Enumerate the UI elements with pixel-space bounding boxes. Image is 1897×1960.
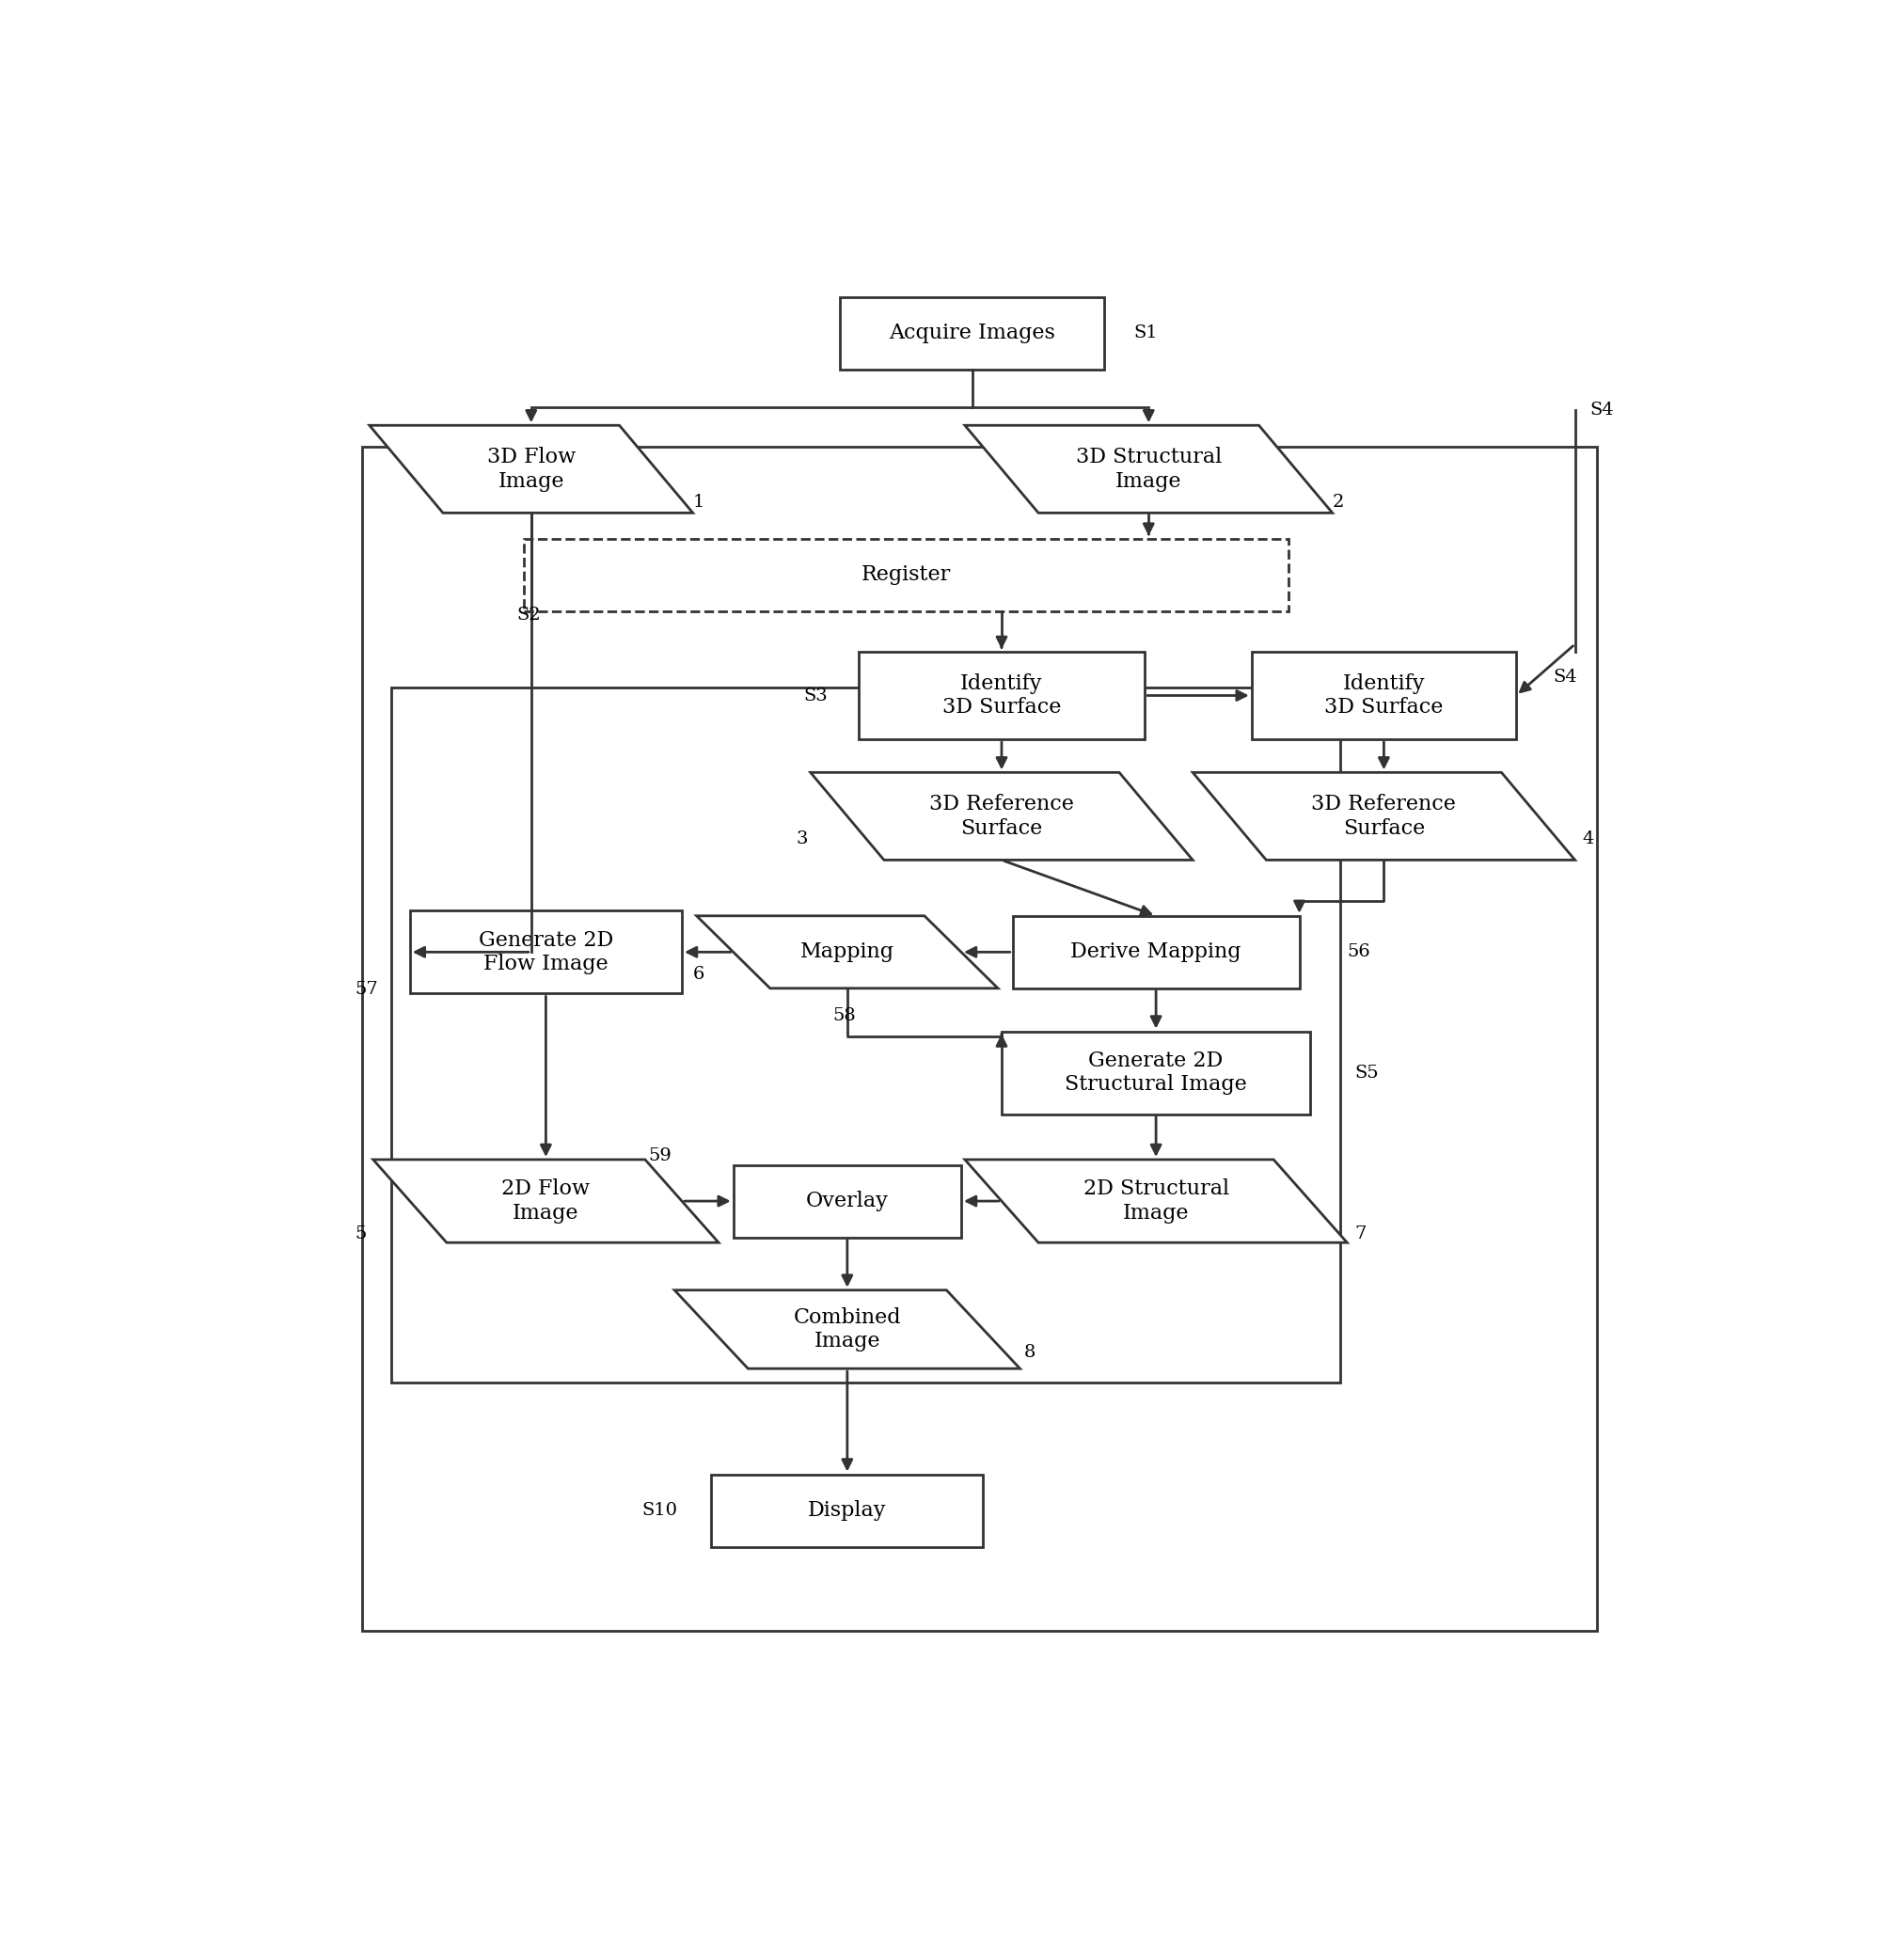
Bar: [362, 447, 1597, 1631]
Polygon shape: [370, 425, 692, 514]
Text: S4: S4: [1554, 668, 1576, 686]
Bar: [1013, 915, 1299, 988]
Polygon shape: [696, 915, 998, 988]
Text: 2D Structural
Image: 2D Structural Image: [1083, 1178, 1229, 1223]
Polygon shape: [1193, 772, 1575, 860]
Text: S10: S10: [641, 1501, 677, 1519]
Text: S2: S2: [516, 608, 541, 623]
Bar: [734, 1164, 962, 1237]
Text: S5: S5: [1354, 1064, 1379, 1082]
Text: Identify
3D Surface: Identify 3D Surface: [943, 672, 1060, 717]
Text: 59: 59: [649, 1147, 672, 1164]
Text: 56: 56: [1347, 943, 1370, 960]
Text: Acquire Images: Acquire Images: [890, 323, 1055, 343]
Text: 58: 58: [833, 1007, 856, 1023]
Text: S3: S3: [802, 688, 827, 704]
Text: 2: 2: [1332, 494, 1345, 512]
Text: 57: 57: [355, 982, 378, 998]
Text: 3D Reference
Surface: 3D Reference Surface: [1311, 794, 1457, 839]
Text: 3D Structural
Image: 3D Structural Image: [1076, 447, 1222, 492]
Polygon shape: [966, 1160, 1347, 1243]
Text: S1: S1: [1134, 325, 1157, 341]
Text: 5: 5: [355, 1225, 366, 1243]
Polygon shape: [374, 1160, 719, 1243]
Text: 4: 4: [1582, 831, 1593, 847]
Text: Display: Display: [808, 1499, 886, 1521]
Text: Combined
Image: Combined Image: [793, 1307, 901, 1352]
Text: 3: 3: [797, 831, 808, 847]
Bar: [391, 688, 1339, 1382]
Text: Mapping: Mapping: [801, 941, 893, 962]
Polygon shape: [810, 772, 1193, 860]
Text: 2D Flow
Image: 2D Flow Image: [501, 1178, 590, 1223]
Text: Identify
3D Surface: Identify 3D Surface: [1324, 672, 1444, 717]
Bar: [1252, 653, 1516, 739]
Text: 1: 1: [692, 494, 704, 512]
Text: 7: 7: [1354, 1225, 1366, 1243]
Bar: [410, 911, 681, 994]
Text: Derive Mapping: Derive Mapping: [1070, 941, 1241, 962]
Text: 6: 6: [692, 966, 704, 984]
Bar: [711, 1474, 983, 1546]
Polygon shape: [675, 1290, 1021, 1368]
Text: Generate 2D
Flow Image: Generate 2D Flow Image: [478, 929, 613, 974]
Text: Overlay: Overlay: [806, 1192, 888, 1211]
Text: S4: S4: [1590, 402, 1614, 419]
Text: 8: 8: [1024, 1343, 1036, 1360]
Polygon shape: [966, 425, 1332, 514]
Bar: [840, 298, 1104, 370]
Text: Generate 2D
Structural Image: Generate 2D Structural Image: [1064, 1051, 1246, 1096]
Text: 3D Reference
Surface: 3D Reference Surface: [930, 794, 1074, 839]
Text: 3D Flow
Image: 3D Flow Image: [488, 447, 575, 492]
Text: Register: Register: [861, 564, 950, 586]
Bar: [1002, 1031, 1311, 1115]
Bar: [524, 539, 1288, 612]
Bar: [857, 653, 1146, 739]
